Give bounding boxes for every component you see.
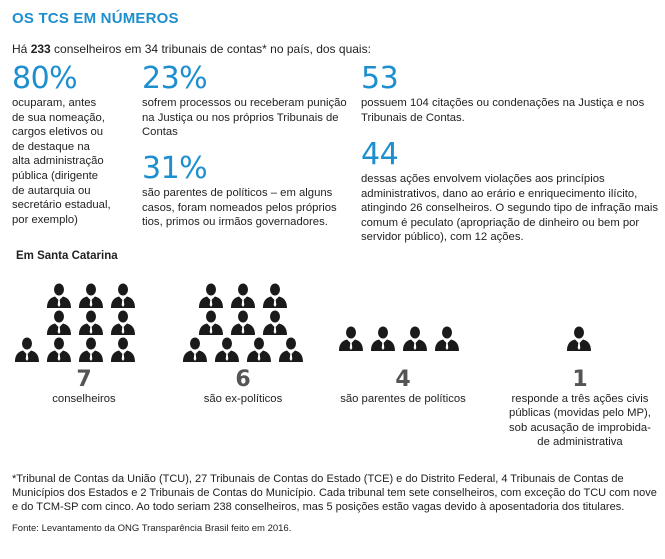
person-suit-icon (110, 282, 136, 308)
group-parentes: 4 são parentes de políticos (333, 367, 473, 406)
group-caption: conselheiros (14, 392, 154, 406)
text-line: administrativos, dano ao erário e enriqu… (361, 187, 638, 200)
text-line: na Justiça ou nos próprios Tribunais de (142, 111, 339, 124)
stat-value: 80% (12, 61, 78, 96)
person-suit-icon (338, 325, 364, 351)
group-ex-politicos: 6 são ex-políticos (173, 367, 313, 406)
stat-value: 23% (142, 61, 208, 96)
group-caption: responde a três ações civis públicas (mov… (495, 392, 665, 450)
stat-description: ocuparam, antes de sua nomeação, cargos el… (12, 96, 142, 227)
text-line: servidor público), com 12 ações. (361, 231, 524, 244)
person-suit-icon (262, 282, 288, 308)
text-line: secretário estadual, (12, 199, 111, 212)
person-suit-icon (370, 325, 396, 351)
stat-block-44: 44 dessas ações envolvem violações aos p… (361, 140, 661, 245)
stat-block-80: 80% ocuparam, antes de sua nomeação, cargo… (12, 64, 142, 227)
text-line: de administrativa (537, 436, 623, 449)
person-suit-icon (78, 336, 104, 362)
stat-description: sofrem processos ou receberam punição na … (142, 96, 357, 140)
stat-description: possuem 104 citações ou condenações na J… (361, 96, 661, 125)
person-suit-icon (110, 309, 136, 335)
infographic-title: OS TCS EM NÚMEROS (12, 10, 179, 27)
text-line: alta administração (12, 155, 104, 168)
text-line: ocuparam, antes (12, 97, 97, 109)
person-suit-icon (402, 325, 428, 351)
group-count: 4 (395, 367, 411, 392)
text-line: sofrem processos ou receberam punição (142, 97, 347, 109)
stat-value: 53 (361, 61, 399, 96)
person-suit-icon (198, 282, 224, 308)
text-line: dessas ações envolvem violações aos prin… (361, 173, 605, 185)
person-suit-icon (262, 309, 288, 335)
person-suit-icon (246, 336, 272, 362)
source-note: Fonte: Levantamento da ONG Transparência… (12, 523, 292, 534)
stat-description: dessas ações envolvem violações aos prin… (361, 172, 661, 245)
person-suit-icon (566, 325, 592, 351)
person-suit-icon (182, 336, 208, 362)
text-line: são ex-políticos (203, 393, 283, 405)
text-line: são parentes de políticos – em alguns (142, 187, 333, 199)
group-count: 6 (235, 367, 251, 392)
text-line: responde a três ações civis (511, 393, 649, 405)
text-line: públicas (movidas pelo MP), (509, 407, 651, 420)
group-caption: são parentes de políticos (333, 392, 473, 406)
stat-value: 31% (142, 151, 208, 186)
stat-block-23: 23% sofrem processos ou receberam puniçã… (142, 64, 357, 140)
person-suit-icon (14, 336, 40, 362)
person-suit-icon (78, 309, 104, 335)
person-suit-icon (214, 336, 240, 362)
text-line: de autarquia ou (12, 184, 91, 197)
stat-value: 44 (361, 137, 399, 172)
person-suit-icon (230, 282, 256, 308)
text-line: casos, foram nomeados pelos próprios (142, 201, 337, 214)
person-suit-icon (46, 282, 72, 308)
group-count: 1 (572, 367, 588, 392)
intro-text: Há 233 conselheiros em 34 tribunais de c… (12, 42, 371, 56)
stat-block-31: 31% são parentes de políticos – em algun… (142, 154, 357, 230)
text-line: Tribunais de Contas. (361, 111, 465, 124)
footnote: *Tribunal de Contas da União (TCU), 27 T… (12, 473, 657, 513)
text-line: conselheiros (52, 393, 116, 405)
text-line: possuem 104 citações ou condenações na J… (361, 97, 645, 109)
text-line: são parentes de políticos (340, 393, 466, 405)
text-line: pública (dirigente (12, 169, 99, 182)
section-title: Em Santa Catarina (16, 250, 118, 262)
stat-description: são parentes de políticos – em alguns cas… (142, 186, 357, 230)
person-suit-icon (46, 336, 72, 362)
text-line: cargos eletivos ou (12, 126, 104, 139)
stat-block-53: 53 possuem 104 citações ou condenações n… (361, 64, 661, 125)
person-suit-icon (230, 309, 256, 335)
person-suit-icon (198, 309, 224, 335)
intro-count: 233 (30, 42, 51, 56)
text-line: Contas (142, 126, 178, 139)
person-suit-icon (46, 309, 72, 335)
group-count: 7 (76, 367, 92, 392)
group-caption: são ex-políticos (173, 392, 313, 406)
text-line: sob acusação de improbida- (509, 421, 651, 434)
text-line: por exemplo) (12, 213, 78, 226)
person-suit-icon (110, 336, 136, 362)
text-line: tios, primos ou irmãos governadores. (142, 216, 328, 229)
text-line: atingindo 26 conselheiros. O segundo tip… (361, 202, 659, 215)
person-suit-icon (78, 282, 104, 308)
person-suit-icon (278, 336, 304, 362)
person-suit-icon (434, 325, 460, 351)
text-line: de destaque na (12, 140, 90, 153)
group-acoes-civis: 1 responde a três ações civis públicas (m… (495, 367, 665, 450)
text-line: de sua nomeação, (12, 111, 105, 124)
group-conselheiros: 7 conselheiros (14, 367, 154, 406)
text-line: comum é peculato (apropriação de dinheir… (361, 216, 640, 229)
